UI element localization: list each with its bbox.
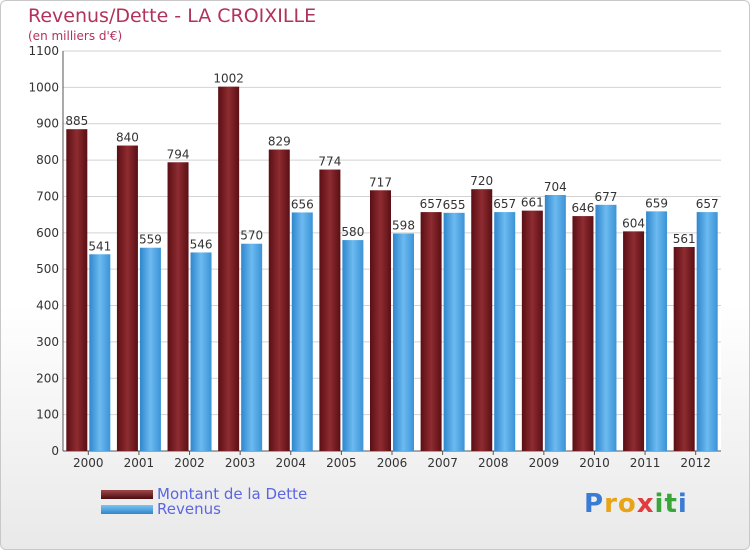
x-tick-label: 2012 xyxy=(680,456,711,470)
data-label-dette: 720 xyxy=(470,174,493,188)
data-label-dette: 646 xyxy=(572,201,595,215)
legend-swatch-revenus xyxy=(101,505,153,514)
bar-dette xyxy=(370,190,391,452)
y-tick-label: 900 xyxy=(36,117,59,131)
bar-dette xyxy=(572,216,594,451)
data-label-dette: 657 xyxy=(420,197,443,211)
bar-revenus xyxy=(139,247,161,451)
data-label-dette: 717 xyxy=(369,175,392,189)
y-tick-label: 200 xyxy=(36,371,59,385)
logo-letter: x xyxy=(636,489,655,519)
bar-revenus xyxy=(544,195,566,451)
x-tick-label: 2007 xyxy=(427,456,458,470)
y-tick-label: 400 xyxy=(36,299,59,313)
data-label-revenus: 541 xyxy=(88,239,111,253)
bar-revenus xyxy=(241,243,263,451)
data-label-revenus: 677 xyxy=(595,190,618,204)
data-label-revenus: 598 xyxy=(392,219,415,233)
x-tick-label: 2006 xyxy=(377,456,408,470)
bar-dette xyxy=(623,231,645,451)
data-label-revenus: 570 xyxy=(240,229,263,243)
x-tick-label: 2008 xyxy=(478,456,509,470)
bar-dette xyxy=(116,145,138,451)
bar-dette xyxy=(521,210,543,451)
logo-letter: i xyxy=(654,489,665,519)
logo-letter: o xyxy=(617,489,637,519)
chart-title: Revenus/Dette - LA CROIXILLE xyxy=(28,5,317,27)
x-tick-label: 2009 xyxy=(529,456,560,470)
x-tick-label: 2000 xyxy=(73,456,104,470)
y-tick-label: 300 xyxy=(36,335,59,349)
data-label-revenus: 656 xyxy=(291,197,314,211)
data-label-revenus: 546 xyxy=(190,237,213,251)
bar-dette xyxy=(673,247,695,451)
y-tick-label: 100 xyxy=(36,408,59,422)
data-label-dette: 774 xyxy=(318,155,341,169)
data-label-dette: 829 xyxy=(268,135,291,149)
logo-letter: P xyxy=(584,489,605,519)
proxiti-logo: Proxiti xyxy=(584,489,688,519)
data-label-revenus: 704 xyxy=(544,180,567,194)
data-label-dette: 604 xyxy=(622,216,645,230)
bar-revenus xyxy=(443,212,465,451)
bar-revenus xyxy=(190,252,212,451)
bar-dette xyxy=(218,86,240,452)
bar-revenus xyxy=(494,212,516,451)
bar-revenus xyxy=(342,240,364,451)
chart-subtitle: (en milliers d'€) xyxy=(28,29,123,43)
bar-revenus xyxy=(291,212,313,451)
bar-dette xyxy=(66,129,88,451)
x-tick-label: 2011 xyxy=(630,456,661,470)
data-label-revenus: 559 xyxy=(139,233,162,247)
data-label-revenus: 657 xyxy=(493,197,516,211)
bar-revenus xyxy=(696,212,718,451)
bar-dette xyxy=(420,212,442,451)
x-tick-label: 2004 xyxy=(275,456,306,470)
bar-dette xyxy=(268,149,290,451)
bar-revenus xyxy=(393,233,414,451)
logo-letter: r xyxy=(604,489,618,519)
data-label-dette: 1002 xyxy=(213,72,244,86)
y-tick-label: 600 xyxy=(36,226,59,240)
data-label-dette: 840 xyxy=(116,131,139,145)
y-tick-label: 1000 xyxy=(28,80,59,94)
data-label-dette: 561 xyxy=(673,232,696,246)
data-label-revenus: 657 xyxy=(696,197,719,211)
y-tick-label: 700 xyxy=(36,189,59,203)
legend-label-revenus: Revenus xyxy=(157,500,221,518)
bar-revenus xyxy=(646,211,668,451)
y-tick-label: 0 xyxy=(51,444,59,458)
logo-letter: i xyxy=(677,489,688,519)
x-tick-label: 2001 xyxy=(124,456,155,470)
data-label-dette: 794 xyxy=(167,147,190,161)
legend-label-dette: Montant de la Dette xyxy=(157,485,308,503)
data-label-revenus: 655 xyxy=(443,198,466,212)
data-label-dette: 885 xyxy=(65,114,88,128)
bar-revenus xyxy=(89,254,111,451)
data-label-revenus: 580 xyxy=(341,225,364,239)
y-tick-label: 500 xyxy=(36,262,59,276)
x-tick-label: 2002 xyxy=(174,456,205,470)
logo-letter: t xyxy=(664,489,678,519)
x-tick-label: 2003 xyxy=(225,456,256,470)
y-tick-label: 800 xyxy=(36,153,59,167)
y-tick-label: 1100 xyxy=(28,44,59,58)
bar-dette xyxy=(471,189,493,451)
data-label-revenus: 659 xyxy=(645,196,668,210)
x-tick-label: 2005 xyxy=(326,456,357,470)
bar-dette xyxy=(167,162,189,452)
bar-revenus xyxy=(595,204,617,451)
x-tick-label: 2010 xyxy=(579,456,610,470)
bar-dette xyxy=(319,169,341,451)
legend-swatch-dette xyxy=(101,490,153,499)
data-label-dette: 661 xyxy=(521,196,544,210)
plot-area xyxy=(63,51,721,451)
